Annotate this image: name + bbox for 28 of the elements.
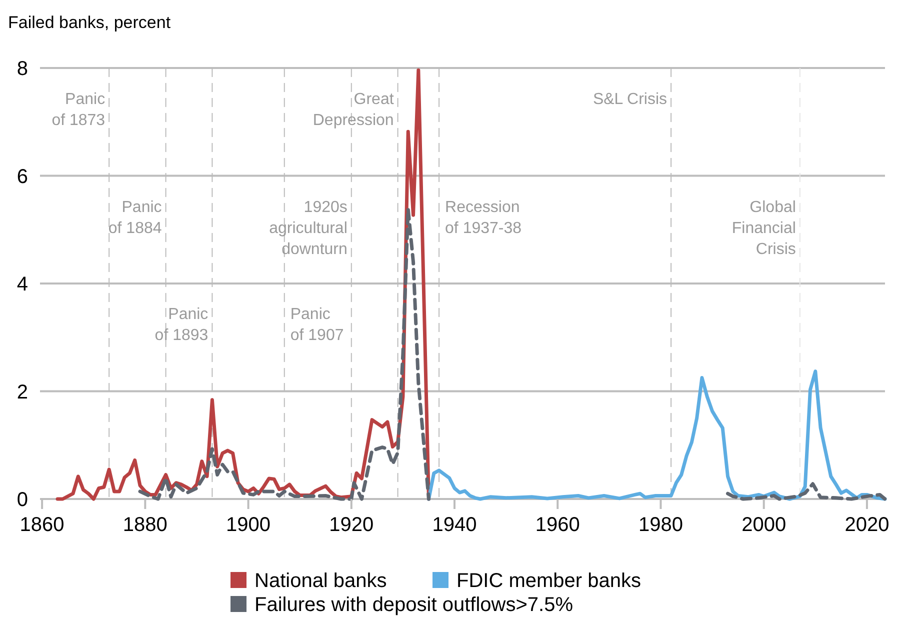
legend-label: Failures with deposit outflows>7.5% <box>254 594 574 616</box>
y-axis-title: Failed banks, percent <box>8 13 171 32</box>
y-tick-label: 2 <box>16 381 28 404</box>
x-tick-label: 1920 <box>329 514 374 536</box>
x-tick-label: 2000 <box>742 514 786 536</box>
ref-line-label: Panic of 1873 <box>52 91 106 129</box>
y-tick-label: 4 <box>16 274 28 296</box>
ref-line-label: Global Financial Crisis <box>732 199 796 258</box>
ref-line-label: Panic of 1907 <box>290 306 344 344</box>
line-series <box>426 370 887 501</box>
y-tick-label: 6 <box>16 166 28 188</box>
legend-label: National banks <box>254 570 387 592</box>
x-tick-label: 1940 <box>432 514 477 536</box>
x-tick-label: 1900 <box>226 514 271 536</box>
x-tick-label: 1880 <box>122 514 168 536</box>
ref-line-label: S&L Crisis <box>592 91 668 108</box>
ref-line-label: Great Depression <box>312 91 394 129</box>
ref-line-label: 1920s agricultural downturn <box>269 199 348 258</box>
x-tick-label: 2020 <box>844 514 890 536</box>
legend-label: FDIC member banks <box>456 570 641 592</box>
y-tick-label: 0 <box>16 489 28 511</box>
y-tick-label: 8 <box>16 58 28 80</box>
x-tick-label: 1860 <box>20 514 64 536</box>
ref-line-label: Panic of 1893 <box>154 306 208 344</box>
ref-line-label: Recession of 1937-38 <box>445 199 522 237</box>
x-tick-label: 1980 <box>638 514 683 536</box>
x-tick-label: 1960 <box>535 514 580 536</box>
ref-line-label: Panic of 1884 <box>108 199 162 237</box>
